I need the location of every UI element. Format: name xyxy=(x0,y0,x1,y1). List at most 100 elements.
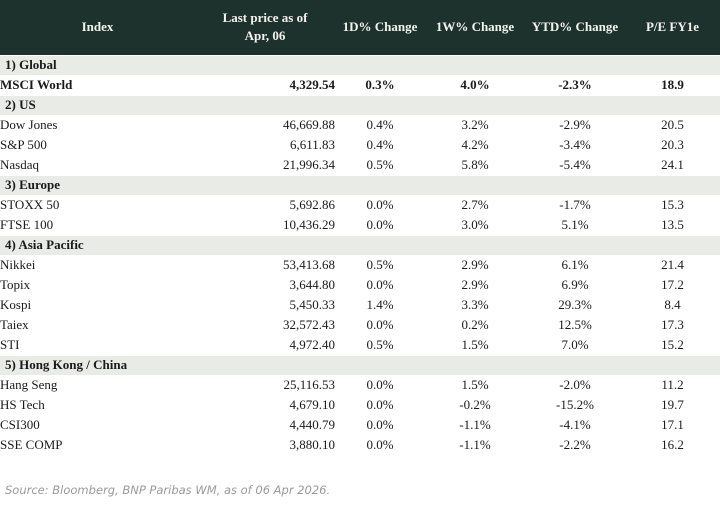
section-label: 4) Asia Pacific xyxy=(0,234,720,256)
index-row: MSCI World 4,329.54 0.3% 4.0% -2.3% 18.9 xyxy=(0,75,720,95)
index-row: STOXX 50 5,692.86 0.0% 2.7% -1.7% 15.3 xyxy=(0,195,720,215)
1w-change: 3.3% xyxy=(461,297,489,312)
last-price: 46,669.88 xyxy=(283,117,335,133)
section-label: 1) Global xyxy=(0,54,720,76)
pe-fy1e: 20.3 xyxy=(661,137,684,152)
1d-change: 1.4% xyxy=(366,297,394,312)
header-pe-fy1e: P/E FY1e xyxy=(625,0,720,55)
1d-change: 0.3% xyxy=(365,77,395,92)
section-label: 5) Hong Kong / China xyxy=(0,354,720,376)
1d-change: 0.0% xyxy=(366,377,394,393)
index-name: SSE COMP xyxy=(0,437,63,452)
1w-change: -1.1% xyxy=(459,417,491,432)
1w-change: 4.2% xyxy=(461,137,489,152)
ytd-change: 6.1% xyxy=(561,257,589,273)
pe-fy1e: 17.2 xyxy=(661,277,684,292)
last-price: 53,413.68 xyxy=(283,257,335,273)
source-note: Source: Bloomberg, BNP Paribas WM, as of… xyxy=(5,483,331,497)
1d-change: 0.0% xyxy=(366,397,394,412)
1d-change: 0.0% xyxy=(366,216,394,232)
1w-change: 2.7% xyxy=(461,197,489,213)
index-row: Dow Jones 46,669.88 0.4% 3.2% -2.9% 20.5 xyxy=(0,115,720,135)
ytd-change: 7.0% xyxy=(561,336,589,352)
header-last-price: Last price as of Apr, 06 xyxy=(195,0,335,55)
index-row: Nikkei 53,413.68 0.5% 2.9% 6.1% 21.4 xyxy=(0,255,720,275)
pe-fy1e: 11.2 xyxy=(661,377,684,393)
indices-table: Index Last price as of Apr, 06 1D% Change… xyxy=(0,0,720,455)
index-row: FTSE 100 10,436.29 0.0% 3.0% 5.1% 13.5 xyxy=(0,215,720,235)
ytd-change: 6.9% xyxy=(561,277,589,292)
index-row: CSI300 4,440.79 0.0% -1.1% -4.1% 17.1 xyxy=(0,415,720,435)
section-row: 1) Global xyxy=(0,54,720,76)
header-row: Index Last price as of Apr, 06 1D% Change… xyxy=(0,0,720,55)
index-name: Hang Seng xyxy=(0,377,58,393)
1w-change: 0.2% xyxy=(461,317,489,332)
index-row: Taiex 32,572.43 0.0% 0.2% 12.5% 17.3 xyxy=(0,315,720,335)
last-price: 25,116.53 xyxy=(283,377,335,393)
1d-change: 0.5% xyxy=(366,156,394,172)
1w-change: 5.8% xyxy=(461,156,489,172)
index-name: Nasdaq xyxy=(0,156,39,172)
index-name: S&P 500 xyxy=(0,137,47,152)
1w-change: 3.2% xyxy=(461,117,489,133)
index-name: HS Tech xyxy=(0,397,45,412)
header-last-price-line2: Apr, 06 xyxy=(244,28,286,44)
last-price: 3,880.10 xyxy=(289,437,336,452)
last-price: 4,679.10 xyxy=(289,397,336,412)
1d-change: 0.0% xyxy=(366,417,394,432)
header-last-price-line1: Last price as of xyxy=(222,10,308,26)
ytd-change: -15.2% xyxy=(556,397,594,412)
pe-fy1e: 17.1 xyxy=(661,417,684,432)
last-price: 6,611.83 xyxy=(289,137,335,152)
1d-change: 0.4% xyxy=(366,117,394,133)
header-1d-change: 1D% Change xyxy=(335,0,425,55)
header-1w-change: 1W% Change xyxy=(425,0,525,55)
1w-change: 3.0% xyxy=(461,216,489,232)
index-name: Topix xyxy=(0,277,31,292)
index-name: Nikkei xyxy=(0,257,36,273)
ytd-change: 12.5% xyxy=(558,317,592,332)
section-label: 3) Europe xyxy=(0,174,720,196)
last-price: 32,572.43 xyxy=(283,317,335,332)
1w-change: -1.1% xyxy=(459,437,491,452)
1d-change: 0.4% xyxy=(366,137,394,152)
1d-change: 0.0% xyxy=(366,317,394,332)
pe-fy1e: 21.4 xyxy=(661,257,684,273)
1d-change: 0.5% xyxy=(366,257,394,273)
pe-fy1e: 17.3 xyxy=(661,317,684,332)
table-header: Index Last price as of Apr, 06 1D% Change… xyxy=(0,0,720,55)
index-row: Nasdaq 21,996.34 0.5% 5.8% -5.4% 24.1 xyxy=(0,155,720,175)
header-index: Index xyxy=(0,0,195,55)
ytd-change: -2.0% xyxy=(559,377,591,393)
ytd-change: -5.4% xyxy=(559,156,591,172)
index-row: Hang Seng 25,116.53 0.0% 1.5% -2.0% 11.2 xyxy=(0,375,720,395)
section-row: 4) Asia Pacific xyxy=(0,234,720,256)
pe-fy1e: 16.2 xyxy=(661,437,684,452)
section-row: 3) Europe xyxy=(0,174,720,196)
index-row: HS Tech 4,679.10 0.0% -0.2% -15.2% 19.7 xyxy=(0,395,720,415)
index-name: Dow Jones xyxy=(0,117,58,133)
1w-change: -0.2% xyxy=(459,397,491,412)
index-name: FTSE 100 xyxy=(0,216,54,232)
ytd-change: 29.3% xyxy=(558,297,592,312)
1d-change: 0.0% xyxy=(366,437,394,452)
1d-change: 0.0% xyxy=(366,197,394,213)
last-price: 3,644.80 xyxy=(289,277,336,292)
section-row: 5) Hong Kong / China xyxy=(0,354,720,376)
1d-change: 0.5% xyxy=(366,336,394,352)
header-ytd-change: YTD% Change xyxy=(525,0,625,55)
ytd-change: -2.2% xyxy=(559,437,591,452)
index-name: MSCI World xyxy=(0,77,73,92)
ytd-change: -1.7% xyxy=(559,197,591,213)
pe-fy1e: 19.7 xyxy=(661,397,684,412)
index-row: SSE COMP 3,880.10 0.0% -1.1% -2.2% 16.2 xyxy=(0,435,720,455)
1d-change: 0.0% xyxy=(366,277,394,292)
ytd-change: 5.1% xyxy=(561,216,589,232)
last-price: 5,450.33 xyxy=(289,297,336,312)
last-price: 5,692.86 xyxy=(289,197,336,213)
1w-change: 4.0% xyxy=(460,77,490,92)
pe-fy1e: 18.9 xyxy=(661,77,684,92)
1w-change: 2.9% xyxy=(461,277,489,292)
pe-fy1e: 20.5 xyxy=(661,117,684,133)
